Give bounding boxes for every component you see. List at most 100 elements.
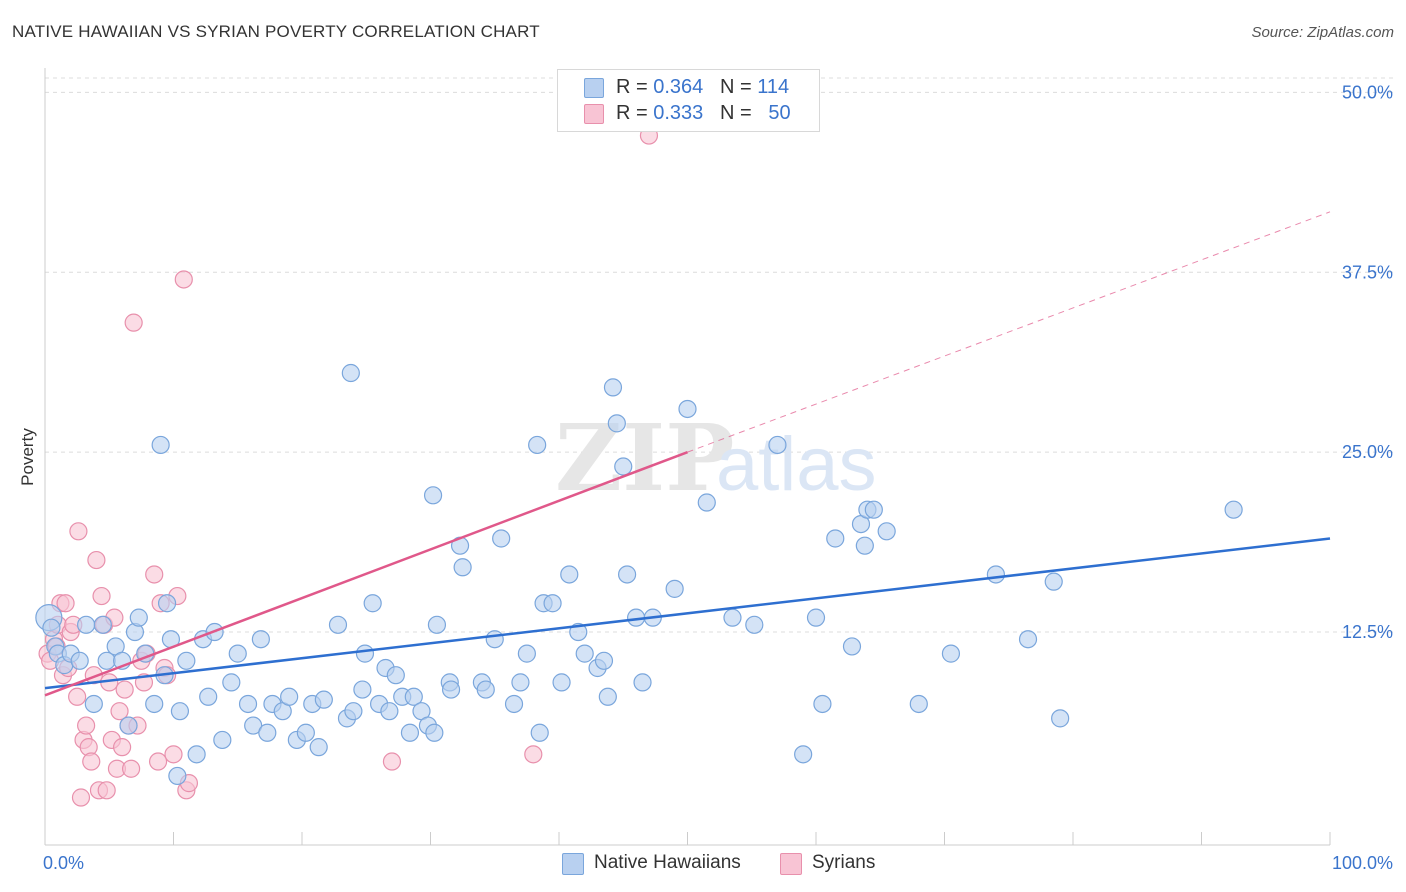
native-hawaiians-point [441,680,461,699]
native-hawaiians-point [93,615,112,634]
x-tick-label: 100.0% [1332,853,1393,873]
native-hawaiians-point [603,378,623,397]
source-label: Source: ZipAtlas.com [1251,24,1394,41]
native-hawaiians-point [228,644,247,663]
y-tick-label: 25.0% [1342,442,1393,462]
native-hawaiians-point [199,687,218,706]
native-hawaiians-point [363,594,382,613]
native-hawaiians-point [528,435,547,455]
correlation-legend: R = 0.364 N = 114 R = 0.333 N = 50 [557,69,820,132]
watermark-atlas: atlas [716,422,877,507]
n-value: 114 [757,76,790,98]
syrians-point [71,788,91,807]
legend-swatch-pink [584,104,604,124]
syrians-point [68,687,87,706]
native-hawaiians-point [70,651,89,670]
native-hawaiians-point [723,608,742,627]
native-hawaiians-point [504,694,524,714]
syrians-point [87,550,106,570]
syrians-point [56,594,75,613]
native-hawaiians-point [400,723,420,742]
native-hawaiians-point [794,745,813,764]
native-hawaiians-point [986,565,1006,584]
syrians-point [110,702,129,721]
native-hawaiians-point [427,615,447,634]
native-hawaiians-point [355,644,375,663]
syrians-point [82,752,101,771]
native-hawaiians-point [826,529,845,548]
syrians-point [121,759,141,778]
syrians-point [115,680,134,699]
syrians-trend-extension [687,211,1331,453]
native-hawaiians-point [842,637,862,656]
y-tick-label: 37.5% [1342,262,1393,282]
syrians-trend-line [44,450,688,697]
native-hawaiians-point [309,738,328,757]
native-hawaiians-point [813,694,832,714]
grid-lines [45,77,1395,633]
r-value: 0.364 [653,76,704,98]
r-value: 0.333 [653,102,704,124]
native-hawaiians-point [575,644,594,663]
native-hawaiians-point [170,702,190,721]
syrians-point [145,565,164,584]
native-hawaiians-point [1224,500,1243,519]
syrians-point [112,738,132,757]
native-hawaiians-point [511,673,530,692]
native-hawaiians-point [129,608,148,627]
native-hawaiians-point [222,673,241,692]
native-hawaiians-point [665,579,684,598]
native-hawaiians-point [633,673,652,692]
axes [44,68,1331,846]
native-hawaiians-point [84,694,103,714]
native-hawaiians-point [42,618,61,637]
syrians-point [77,716,96,735]
native-hawaiians-point [157,594,177,613]
syrians-point [69,522,88,541]
native-hawaiians-point [909,694,928,714]
native-hawaiians-point [530,723,549,742]
native-hawaiians-point [314,690,333,709]
legend-swatch-blue [562,853,584,875]
native-hawaiians-point [151,435,170,455]
native-hawaiians-point [145,694,164,714]
n-label: N = [719,102,758,124]
syrians-point [148,752,168,771]
native-hawaiians-point [187,745,206,764]
legend-swatch-pink [780,853,802,875]
native-hawaiians-point [1051,709,1070,728]
native-hawaiians-point [543,594,562,613]
native-hawaiians-point [607,414,626,433]
n-value: 50 [768,102,791,124]
native-hawaiians-point [238,694,258,714]
syrians-point [124,313,143,332]
legend-label: Syrians [812,852,876,873]
native-hawaiians-point [485,630,504,649]
native-hawaiians-point [855,536,874,555]
native-hawaiians-point [344,702,363,721]
tick-labels: 12.5% 25.0% 37.5% 50.0% 0.0% 100.0% [43,82,1393,873]
native-hawaiians-point [453,558,472,577]
native-hawaiians-point [425,723,444,742]
syrians-point [97,781,116,800]
native-hawaiians-point [678,399,697,419]
native-hawaiians-point [77,615,96,634]
native-hawaiians-point [864,500,883,519]
syrians-point [174,270,193,289]
watermark: ZIP atlas [555,404,877,512]
y-tick-label: 12.5% [1342,622,1393,642]
native-hawaiians-point [768,435,787,455]
native-hawaiians-point [119,716,138,735]
native-hawaiians-point [618,565,637,584]
legend-swatch-blue [584,78,604,98]
native-hawaiians-point [168,766,187,786]
native-hawaiians-point [517,644,536,663]
native-hawaiians-points [35,363,1243,786]
native-hawaiians-point [476,680,495,699]
trend-lines [44,211,1331,697]
y-tick-label: 50.0% [1342,82,1393,102]
native-hawaiians-point [697,493,716,512]
native-hawaiians-point [745,615,764,634]
chart-title: NATIVE HAWAIIAN VS SYRIAN POVERTY CORREL… [12,22,540,41]
